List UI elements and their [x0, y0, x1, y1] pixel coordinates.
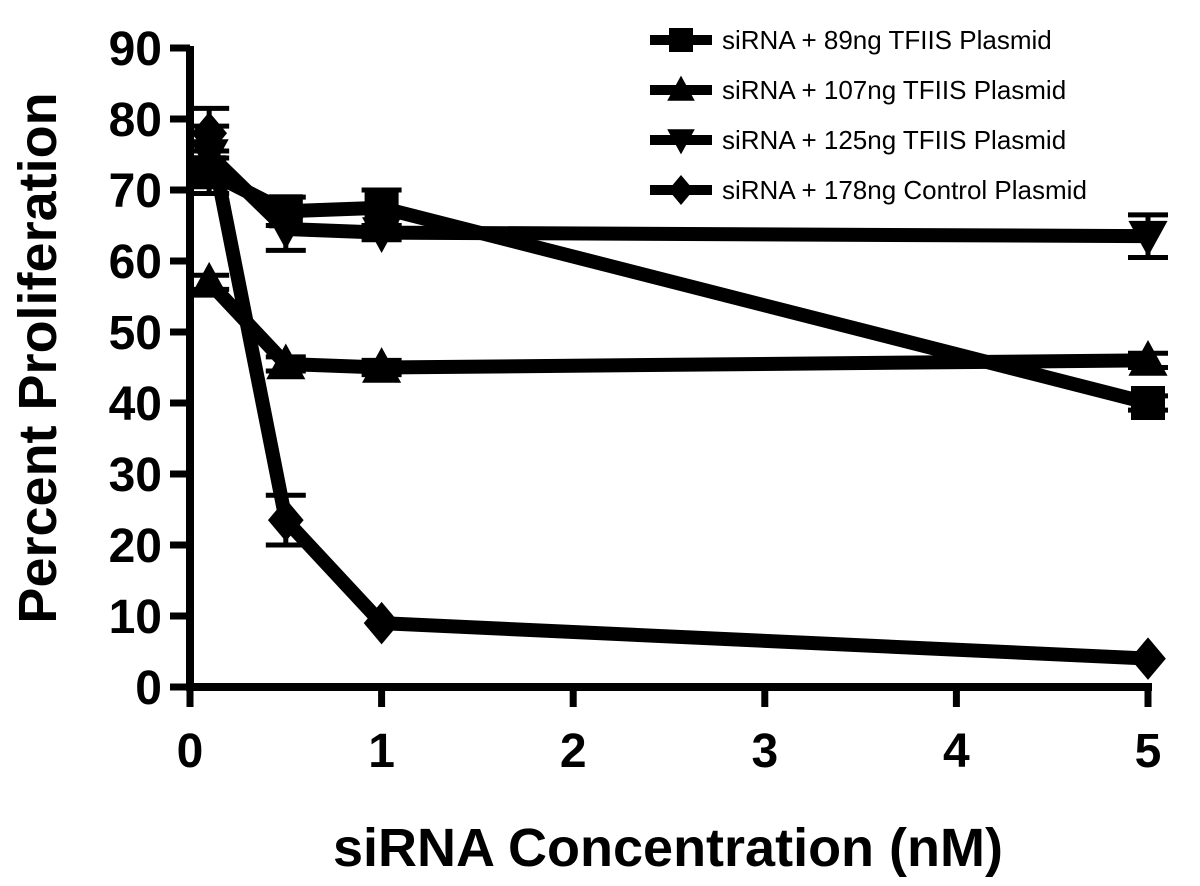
data-point-triangle-up: [266, 343, 306, 380]
y-tick-label: 10: [109, 591, 162, 644]
series-line-2: [202, 275, 1155, 375]
y-tick-label: 90: [109, 23, 162, 76]
legend-label: siRNA + 107ng TFIIS Plasmid: [722, 75, 1066, 105]
x-tick-label: 2: [560, 725, 587, 778]
y-tick-label: 20: [109, 520, 162, 573]
series-lines: [202, 126, 1155, 666]
axes: [186, 46, 1152, 691]
legend-marker-square: [669, 28, 693, 52]
data-point-diamond: [267, 498, 304, 542]
data-point-diamond: [363, 601, 400, 645]
data-markers: [189, 111, 1168, 680]
x-tick-label: 0: [177, 725, 204, 778]
data-point-triangle-down: [1128, 220, 1168, 257]
y-tick-label: 0: [135, 662, 162, 715]
data-point-diamond: [191, 111, 228, 155]
x-tick-label: 4: [943, 725, 970, 778]
x-tick-label: 1: [368, 725, 395, 778]
data-point-triangle-down: [266, 213, 306, 250]
data-point-square: [1131, 386, 1165, 420]
data-point-diamond: [1130, 637, 1166, 680]
legend-marker-diamond: [668, 175, 694, 205]
x-tick-label: 3: [751, 725, 778, 778]
y-tick-label: 40: [109, 378, 162, 431]
y-axis-title: Percent Proliferation: [8, 92, 68, 623]
series-line-3: [202, 147, 1155, 244]
x-axis-title: siRNA Concentration (nM): [333, 818, 1003, 878]
y-tick-label: 70: [109, 165, 162, 218]
series-line-4: [202, 126, 1155, 666]
legend-label: siRNA + 125ng TFIIS Plasmid: [722, 125, 1066, 155]
data-point-triangle-down: [189, 139, 229, 175]
data-point-triangle-up: [189, 261, 229, 298]
legend-marker-triangle-down: [667, 129, 695, 155]
legend: siRNA + 89ng TFIIS Plasmid siRNA + 107ng …: [650, 25, 1087, 205]
y-tick-label: 60: [109, 236, 162, 289]
data-point-triangle-up: [362, 347, 402, 383]
y-tick-label: 80: [109, 94, 162, 147]
y-tick-label: 50: [109, 307, 162, 360]
tick-marks: [170, 44, 1152, 707]
legend-label: siRNA + 89ng TFIIS Plasmid: [722, 25, 1052, 55]
data-point-triangle-up: [1128, 340, 1168, 376]
legend-marker-triangle-up: [667, 75, 695, 101]
legend-label: siRNA + 178ng Control Plasmid: [722, 175, 1087, 205]
x-tick-label: 5: [1135, 725, 1162, 778]
y-tick-label: 30: [109, 449, 162, 502]
tick-labels: 0 10 20 30 40 50 60 70 80 90 0 1 2 3 4 5: [109, 23, 1162, 778]
data-point-triangle-down: [362, 217, 402, 253]
error-bars: [189, 105, 1168, 548]
